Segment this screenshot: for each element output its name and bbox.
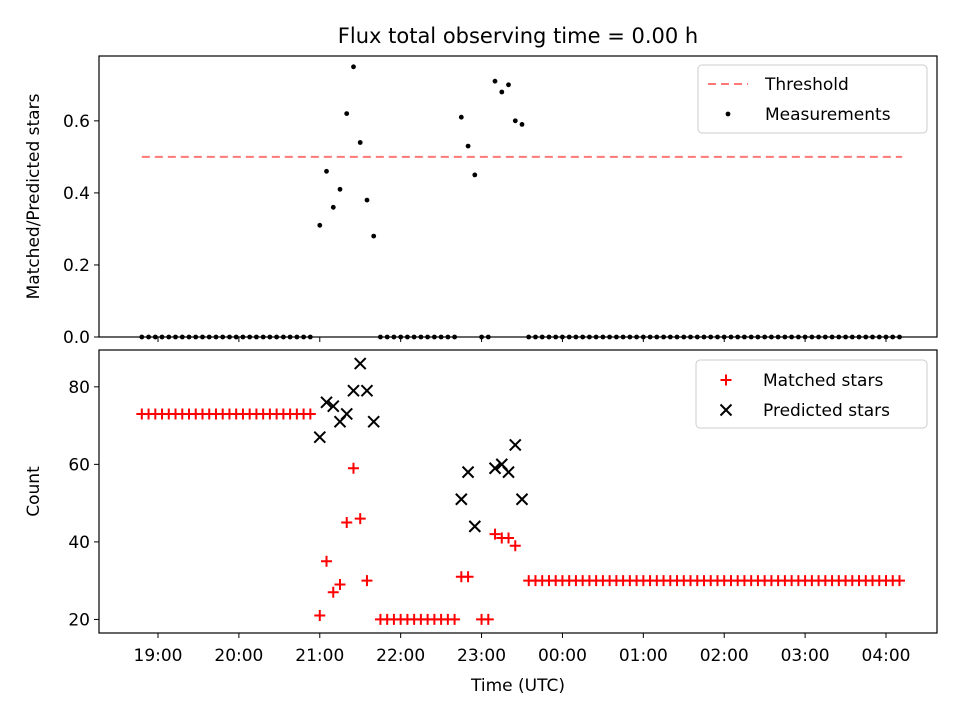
legend-box (695, 359, 928, 429)
predicted-star-marker (515, 493, 529, 506)
x-tick-label: 02:00 (700, 646, 749, 666)
x-axis-label: Time (UTC) (470, 676, 565, 696)
measurement-point (357, 140, 363, 145)
legend-predicted-swatch (719, 403, 733, 417)
matched-star-marker (509, 540, 521, 552)
y-tick-label: 40 (68, 533, 90, 553)
predicted-star-marker (327, 400, 340, 413)
measurement-point (330, 204, 336, 210)
predicted-star-marker (509, 438, 522, 452)
y-tick-label: 20 (68, 610, 90, 630)
predicted-star-marker (488, 462, 502, 475)
measurement-point (337, 186, 343, 192)
measurement-point (324, 168, 329, 174)
legend-box (697, 64, 928, 134)
y-tick-label: 80 (68, 378, 90, 398)
x-tick-label: 00:00 (538, 646, 587, 666)
legend-matched-label: Matched stars (763, 371, 883, 391)
measurement-point (492, 78, 498, 84)
matched-star-marker (489, 528, 501, 540)
measurement-point (506, 82, 511, 88)
predicted-star-marker (313, 431, 326, 444)
measurement-point (364, 197, 370, 203)
bottom-panel: 19:00 20:00 21:00 22:00 23:00 00:00 01:00 02:00… (24, 349, 938, 696)
y-axis-label: Matched/Predicted stars (24, 93, 44, 299)
x-tick-label: 21:00 (295, 646, 344, 666)
bottom-axes-frame (98, 349, 938, 634)
matched-star-marker (354, 513, 366, 525)
measurement-point (465, 143, 471, 149)
matched-star-marker (314, 610, 326, 622)
matched-star-marker (347, 462, 359, 474)
top-panel: 0.0 0.2 0.4 0.6 Matched/Predicted stars Thres… (24, 55, 938, 348)
predicted-star-marker (320, 396, 333, 409)
measurement-point (458, 114, 464, 120)
predicted-star-marker (461, 465, 475, 479)
matched-star-marker (327, 586, 339, 598)
legend-measurements-label: Measurements (765, 105, 891, 125)
predicted-star-marker (340, 407, 353, 421)
predicted-star-marker (455, 493, 468, 506)
bottom-legend: Matched stars Predicted stars (695, 359, 928, 429)
legend-matched-swatch (720, 374, 732, 386)
y-axis-label: Count (24, 466, 44, 517)
measurement-point (317, 222, 323, 228)
measurement-point (371, 233, 377, 239)
matched-star-marker (321, 555, 333, 567)
matched-star-marker (361, 575, 373, 587)
x-tick-label: 19:00 (134, 646, 183, 666)
x-tick-label: 01:00 (619, 646, 668, 666)
predicted-star-marker (502, 465, 515, 479)
measurement-point (512, 118, 518, 124)
x-tick-label: 22:00 (376, 646, 425, 666)
matched-star-marker (304, 408, 316, 420)
predicted-star-marker (468, 520, 482, 533)
predicted-star-marker (360, 384, 374, 397)
y-tick-label: 60 (68, 455, 90, 475)
y-tick-label: 0.6 (63, 112, 90, 132)
predicted-star-marker (347, 384, 360, 397)
measurement-point (499, 89, 505, 95)
matched-star-marker (893, 575, 905, 587)
measurement-point (344, 111, 350, 116)
predicted-star-marker (367, 415, 380, 428)
measurement-point (351, 64, 356, 70)
figure-title: Flux total observing time = 0.00 h (338, 24, 698, 48)
y-tick-label: 0.4 (63, 184, 90, 204)
legend-threshold-label: Threshold (764, 75, 849, 95)
matched-star-marker (503, 532, 515, 544)
x-tick-label: 04:00 (862, 646, 911, 666)
x-tick-label: 23:00 (457, 646, 506, 666)
y-tick-label: 0.2 (63, 256, 90, 276)
matched-star-marker (449, 613, 461, 625)
measurement-point (472, 172, 478, 178)
measurement-point (519, 122, 525, 127)
x-tick-label: 20:00 (214, 646, 263, 666)
top-legend: Threshold Measurements (697, 64, 928, 134)
predicted-star-marker (354, 357, 367, 370)
y-tick-label: 0.0 (63, 328, 90, 348)
x-tick-label: 03:00 (781, 646, 830, 666)
matched-star-marker (482, 613, 494, 625)
legend-measurements-swatch (725, 111, 731, 117)
top-axes-frame (98, 55, 938, 338)
legend-predicted-label: Predicted stars (763, 401, 890, 421)
matched-star-marker (462, 571, 474, 583)
matched-star-marker (341, 517, 353, 529)
matched-star-marker (334, 579, 346, 591)
